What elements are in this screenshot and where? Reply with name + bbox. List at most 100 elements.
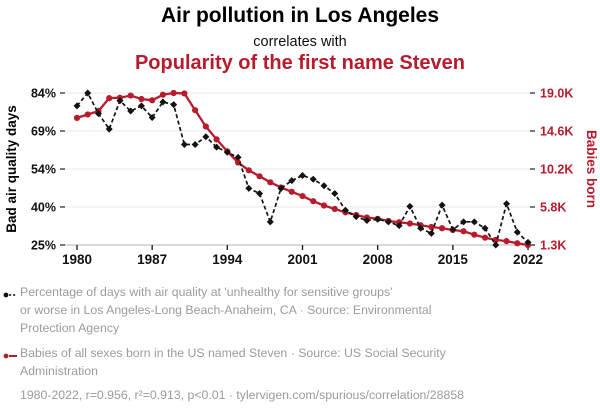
data-point-marker — [406, 220, 413, 227]
data-point-marker — [234, 153, 242, 161]
solid-line-marker-icon — [3, 348, 17, 366]
data-point-marker — [223, 148, 231, 156]
legend: Percentage of days with air quality at '… — [3, 283, 583, 404]
right-axis-title: Babies born — [584, 130, 599, 208]
left-tick-label: 40% — [31, 201, 56, 215]
chart-canvas: 1980 1987 1994 2001 2008 2015 2022 84% 69% 54% 40%… — [4, 87, 599, 268]
data-point-marker — [159, 91, 167, 98]
legend-entry-air-quality-text: Percentage of days with air quality at '… — [20, 283, 431, 337]
data-point-marker — [245, 167, 252, 174]
x-tick-label: 2015 — [438, 252, 469, 267]
left-axis-ticks: 84% 69% 54% 40% 25% — [31, 87, 65, 253]
data-point-marker — [137, 102, 145, 110]
data-point-marker — [481, 224, 489, 232]
data-point-marker — [428, 223, 435, 231]
data-point-marker — [288, 177, 296, 185]
x-tick-label: 1987 — [137, 252, 167, 267]
right-tick-label: 5.8K — [540, 201, 566, 215]
data-point-marker — [503, 238, 510, 245]
legend-line: Protection Agency — [20, 321, 120, 335]
stats-citation: 1980-2022, r=0.956, r²=0.913, p<0.01 · t… — [20, 388, 464, 402]
data-point-marker — [341, 206, 349, 214]
data-point-marker — [105, 125, 113, 133]
data-point-marker — [288, 188, 295, 195]
x-axis-ticks: 1980 1987 1994 2001 2008 2015 2022 — [62, 245, 543, 267]
data-point-marker — [310, 198, 317, 205]
data-point-marker — [320, 202, 328, 209]
data-point-marker — [202, 123, 209, 130]
legend-line: Percentage of days with air quality at '… — [20, 285, 393, 299]
data-point-marker — [73, 114, 81, 122]
data-point-marker — [159, 98, 167, 106]
right-tick-label: 19.0K — [540, 87, 573, 101]
right-tick-label: 14.6K — [540, 125, 573, 139]
data-point-marker — [213, 143, 221, 151]
legend-entry-air-quality: Percentage of days with air quality at '… — [3, 283, 583, 337]
data-point-marker — [470, 218, 478, 226]
data-point-marker — [180, 141, 188, 149]
data-point-marker — [331, 205, 338, 213]
left-tick-label: 69% — [31, 125, 56, 139]
data-point-marker — [256, 173, 263, 180]
data-point-marker — [148, 113, 156, 121]
data-point-marker — [84, 111, 91, 118]
data-point-marker — [73, 102, 81, 110]
data-point-marker — [320, 182, 328, 190]
data-point-marker — [374, 215, 382, 223]
data-point-marker — [363, 217, 371, 225]
data-point-marker — [503, 200, 511, 208]
data-point-marker — [524, 238, 532, 246]
data-point-marker — [417, 224, 425, 232]
series-air-quality — [73, 89, 532, 249]
data-point-marker — [256, 189, 264, 197]
x-tick-label: 2008 — [363, 252, 394, 267]
data-point-marker — [299, 171, 306, 179]
x-tick-label: 2001 — [287, 252, 318, 267]
data-point-marker — [427, 229, 435, 237]
left-tick-label: 84% — [31, 87, 56, 101]
data-point-marker — [449, 226, 457, 234]
data-point-marker — [481, 234, 489, 241]
data-point-marker — [191, 141, 199, 149]
left-tick-label: 25% — [31, 239, 56, 253]
data-point-marker — [299, 192, 306, 200]
x-tick-label: 1994 — [212, 252, 243, 267]
data-point-marker — [267, 179, 274, 186]
secondary-title: Popularity of the first name Steven — [134, 52, 466, 74]
right-tick-label: 1.3K — [540, 239, 566, 253]
dashed-line-marker-icon — [3, 287, 17, 305]
data-point-marker — [106, 95, 113, 102]
data-point-marker — [438, 225, 446, 232]
data-point-marker — [352, 213, 360, 221]
data-point-marker — [266, 218, 274, 226]
legend-line: or worse in Los Angeles-Long Beach-Anahe… — [20, 303, 432, 317]
data-point-marker — [395, 222, 403, 230]
data-point-marker — [149, 97, 156, 104]
data-point-marker — [202, 133, 210, 141]
data-point-marker — [309, 175, 317, 183]
title-connector: correlates with — [253, 34, 347, 50]
data-point-marker — [94, 110, 102, 118]
x-tick-label: 1980 — [62, 252, 92, 267]
left-axis-title: Bad air quality days — [4, 105, 19, 233]
legend-line: Babies of all sexes born in the US named… — [20, 346, 446, 360]
data-point-marker — [277, 184, 285, 192]
data-point-marker — [438, 201, 446, 209]
data-point-marker — [460, 218, 468, 226]
right-axis-ticks: 19.0K 14.6K 10.2K 5.8K 1.3K — [530, 87, 573, 253]
data-point-marker — [127, 92, 134, 99]
legend-entry-steven: Babies of all sexes born in the US named… — [3, 344, 583, 380]
gridlines — [64, 92, 534, 208]
data-point-marker — [514, 240, 521, 247]
data-point-marker — [213, 136, 220, 143]
x-tick-label: 2022 — [513, 252, 543, 267]
data-point-marker — [492, 241, 500, 249]
legend-line: Administration — [20, 364, 98, 378]
data-point-marker — [513, 228, 521, 236]
left-tick-label: 54% — [31, 163, 56, 177]
data-point-marker — [384, 218, 392, 226]
legend-entry-steven-text: Babies of all sexes born in the US named… — [20, 344, 446, 380]
right-tick-label: 10.2K — [540, 163, 573, 177]
data-point-marker — [192, 107, 199, 114]
